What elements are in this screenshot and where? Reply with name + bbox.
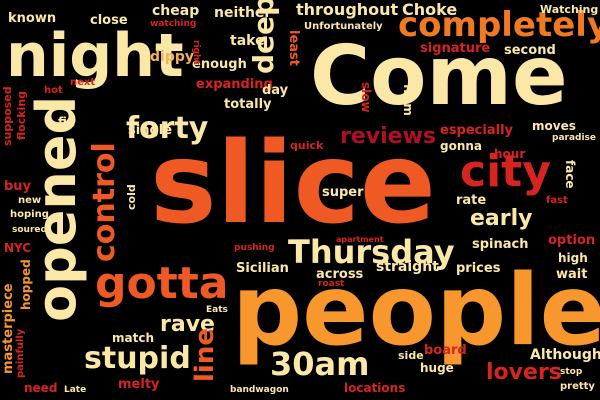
word-masterpiece: masterpiece [1, 283, 16, 374]
word-quick: quick [290, 139, 324, 152]
word-pretty: pretty [560, 381, 595, 392]
word-nyc: NYC [4, 241, 32, 255]
word-locations: locations [344, 381, 406, 395]
word-fix: fix [58, 115, 75, 129]
word-lovers: lovers [486, 360, 562, 385]
word-match: match [112, 331, 154, 345]
word-sicilian: Sicilian [236, 261, 289, 276]
word-city: city [460, 146, 551, 197]
word-totally: totally [224, 97, 272, 112]
word-fast: fast [546, 195, 568, 206]
word-flocking: flocking [15, 90, 28, 140]
word-side: side [398, 349, 424, 362]
word-gotta: gotta [95, 258, 229, 309]
word-hot: hot [44, 85, 63, 96]
word-huge: huge [420, 361, 454, 375]
word-although: Although [530, 347, 600, 363]
word-right: right [191, 40, 201, 65]
word-melty: melty [118, 377, 160, 392]
word-thursday: Thursday [288, 233, 455, 271]
word-expanding: expanding [196, 77, 273, 92]
word-choke: Choke [402, 0, 458, 19]
word-new: new [18, 195, 42, 206]
word-slow: slow [359, 82, 373, 113]
word-30am: 30am [270, 345, 370, 383]
word-painfully: painfully [15, 328, 26, 378]
word-super: super [322, 185, 364, 200]
word-apartment: apartment [336, 235, 384, 244]
word-rave: rave [160, 312, 215, 337]
word-eats: Eats [206, 305, 228, 315]
word-late: Late [64, 385, 87, 395]
word-paradise: paradise [552, 133, 597, 143]
word-second: second [504, 43, 556, 58]
word-especially: especially [440, 123, 513, 138]
word-gonna: gonna [440, 139, 483, 153]
word-throughout: throughout [296, 0, 399, 19]
word-moves: moves [532, 119, 576, 133]
word-soured: soured [12, 225, 47, 235]
word-early: early [470, 206, 533, 231]
word-stop: stop [560, 367, 583, 377]
word-pushing: pushing [234, 243, 275, 253]
word-wait: wait [556, 267, 588, 282]
word-hopped: hopped [19, 259, 33, 310]
word-next: next [70, 77, 96, 88]
word-forty: forty [126, 111, 209, 146]
word-straight: straight [376, 259, 439, 275]
word-take: take [230, 33, 265, 49]
word-known: known [8, 11, 57, 26]
word-high: high [558, 251, 588, 265]
word-close: close [90, 13, 128, 28]
word-rate: rate [456, 193, 487, 208]
word-single: single [128, 123, 173, 138]
word-neither: neither [214, 5, 272, 21]
word-bandwagon: bandwagon [230, 385, 289, 395]
word-least: least [286, 30, 301, 66]
word-night: night [6, 21, 184, 91]
word-signature: signature [420, 41, 491, 56]
word-cheap: cheap [152, 3, 200, 19]
word-across: across [316, 267, 364, 282]
word-completely: completely [398, 5, 600, 45]
word-unfortunately: Unfortunately [304, 21, 383, 32]
word-need: need [24, 381, 58, 395]
word-option: option [548, 233, 596, 248]
word-come: Come [310, 29, 568, 124]
word-cold: cold [125, 184, 138, 210]
word-roast: roast [318, 279, 345, 289]
word-from: from [401, 84, 415, 116]
word-enough: enough [192, 57, 247, 72]
word-hoping: hoping [10, 209, 49, 220]
word-face: face [563, 160, 577, 189]
word-dippy: dippy [150, 49, 194, 65]
word-line: line [190, 328, 220, 382]
word-prices: prices [456, 261, 501, 276]
word-people: people [232, 254, 600, 368]
word-watching: Watching [540, 3, 599, 16]
word-slice: slice [150, 119, 436, 249]
word-reviews: reviews [340, 124, 436, 149]
word-board: board [424, 343, 467, 358]
word-day: day [262, 83, 289, 98]
word-hour: hour [494, 147, 526, 161]
word-buy: buy [4, 179, 32, 194]
word-supposed: supposed [1, 86, 14, 146]
word-spinach: spinach [472, 237, 529, 252]
word-control: control [87, 142, 122, 262]
word-watching-small: watching [150, 19, 197, 29]
word-stupid: stupid [84, 341, 191, 376]
